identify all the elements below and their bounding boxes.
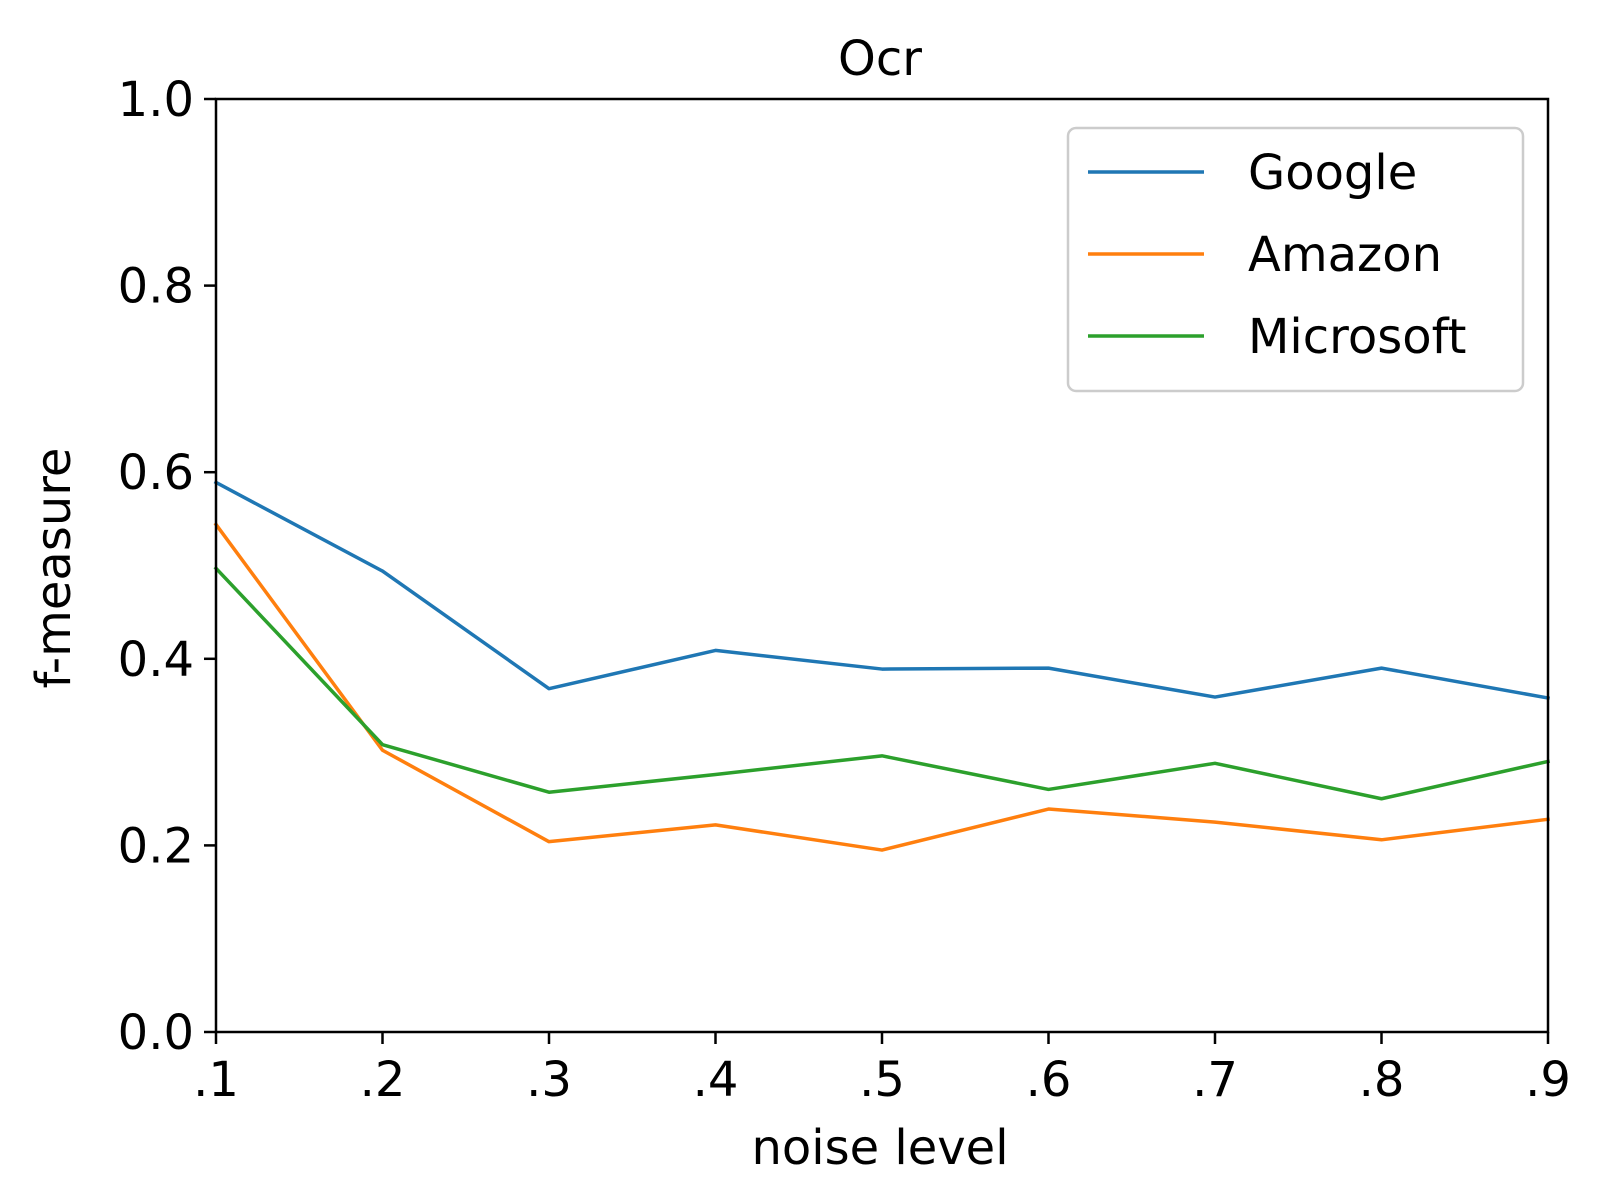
legend-box xyxy=(1066,126,1525,393)
y-tick-label: 0.8 xyxy=(118,259,194,315)
legend-label: Microsoft xyxy=(1248,309,1466,365)
legend-label: Google xyxy=(1248,145,1417,201)
plot-area xyxy=(213,480,1551,852)
x-tick-label: .9 xyxy=(1525,1052,1571,1108)
legend-label: Amazon xyxy=(1248,227,1442,283)
y-axis-ticks: 0.0 0.2 0.4 0.6 0.8 1.0 xyxy=(118,72,216,1061)
x-tick-label: .7 xyxy=(1192,1052,1238,1108)
x-tick-label: .3 xyxy=(526,1052,572,1108)
y-tick-label: 0.4 xyxy=(118,632,194,688)
y-axis-label: f-measure xyxy=(26,448,82,689)
series-line-amazon xyxy=(213,522,1550,852)
y-tick-label: 1.0 xyxy=(118,72,194,128)
plot-frame xyxy=(214,97,1550,1034)
x-tick-label: .4 xyxy=(693,1052,739,1108)
x-tick-label: .5 xyxy=(859,1052,905,1108)
x-tick-label: .1 xyxy=(193,1052,239,1108)
legend: Google Amazon Microsoft xyxy=(1066,126,1525,393)
x-tick-label: .6 xyxy=(1026,1052,1072,1108)
y-tick-label: 0.6 xyxy=(118,445,194,501)
chart-title: Ocr xyxy=(838,31,922,87)
series-line-microsoft xyxy=(213,565,1551,801)
x-tick-label: .8 xyxy=(1359,1052,1405,1108)
series-line-google xyxy=(213,480,1551,701)
y-tick-label: 0.2 xyxy=(118,818,194,874)
x-axis-label: noise level xyxy=(751,1120,1008,1176)
x-tick-label: .2 xyxy=(360,1052,406,1108)
y-tick-label: 0.0 xyxy=(118,1005,194,1061)
x-axis-ticks: .1 .2 .3 .4 .5 .6 .7 .8 .9 xyxy=(193,1032,1571,1108)
